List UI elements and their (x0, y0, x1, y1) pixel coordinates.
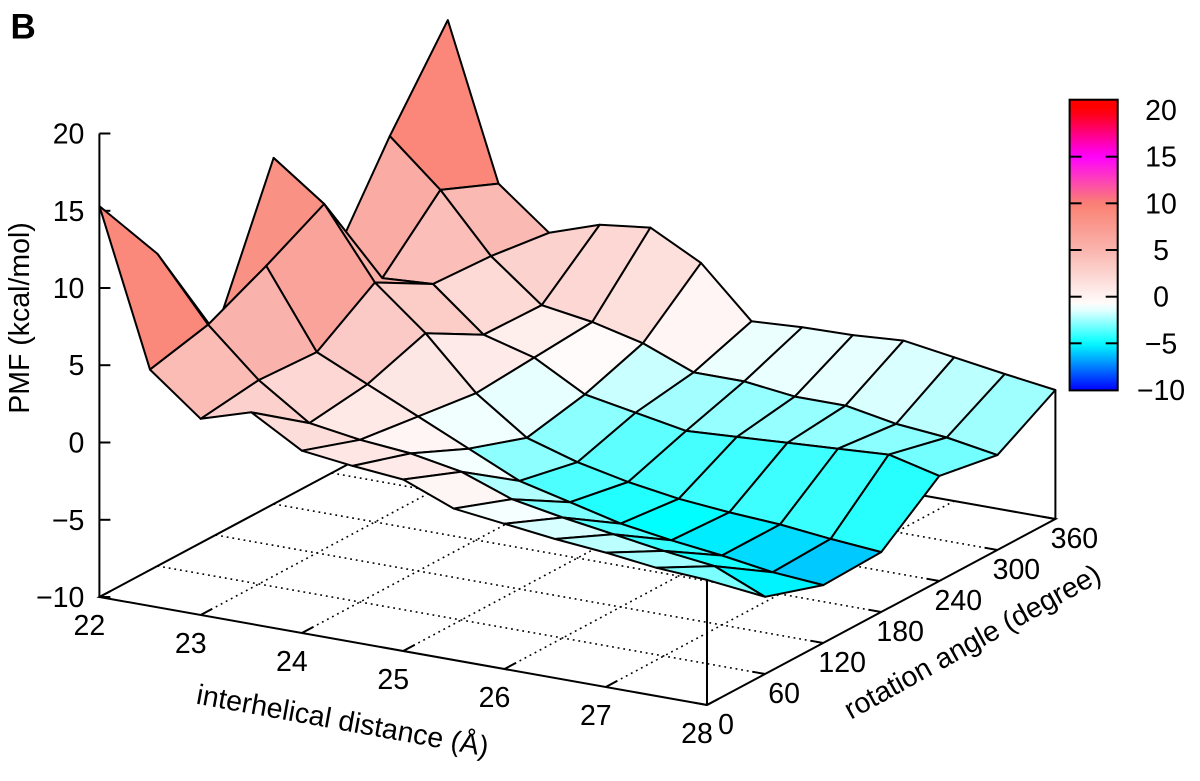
svg-text:−10: −10 (1137, 375, 1185, 407)
svg-text:360: 360 (1051, 523, 1099, 555)
svg-text:15: 15 (53, 196, 85, 228)
svg-text:0: 0 (718, 709, 734, 741)
svg-text:−5: −5 (1145, 328, 1178, 360)
svg-text:26: 26 (479, 682, 511, 714)
svg-text:300: 300 (993, 554, 1041, 586)
svg-text:15: 15 (1145, 142, 1177, 174)
svg-text:22: 22 (74, 610, 106, 642)
svg-text:25: 25 (377, 664, 409, 696)
svg-text:−5: −5 (52, 505, 85, 537)
svg-text:10: 10 (53, 273, 85, 305)
svg-text:B: B (11, 8, 36, 47)
svg-text:0: 0 (1153, 282, 1169, 314)
svg-text:27: 27 (580, 700, 612, 732)
svg-text:60: 60 (768, 678, 800, 710)
svg-text:PMF (kcal/mol): PMF (kcal/mol) (4, 222, 36, 414)
svg-text:10: 10 (1145, 188, 1177, 220)
svg-text:5: 5 (69, 350, 85, 382)
svg-text:20: 20 (1145, 95, 1177, 127)
svg-text:240: 240 (935, 585, 983, 617)
svg-text:5: 5 (1153, 235, 1169, 267)
svg-text:28: 28 (681, 718, 713, 750)
svg-text:24: 24 (276, 646, 308, 678)
svg-text:180: 180 (876, 616, 924, 648)
svg-text:−10: −10 (36, 582, 84, 614)
svg-text:20: 20 (53, 119, 85, 151)
svg-text:23: 23 (175, 628, 207, 660)
svg-text:0: 0 (69, 428, 85, 460)
svg-text:120: 120 (818, 647, 866, 679)
